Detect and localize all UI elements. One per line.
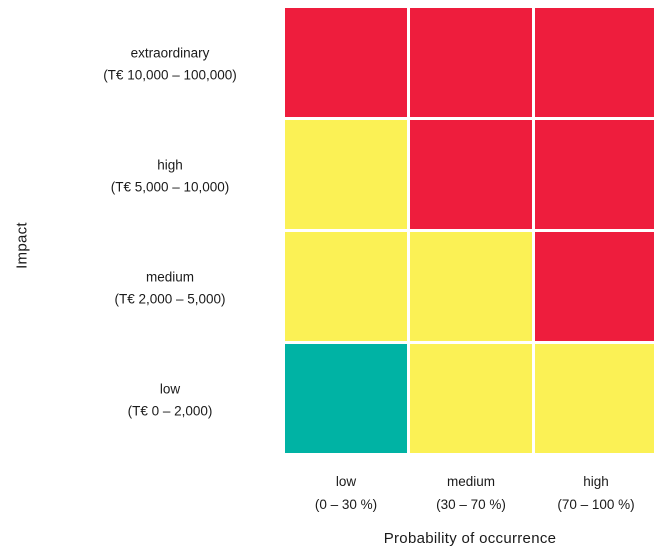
- matrix-cell-green: [285, 344, 407, 453]
- y-tick-range: (T€ 2,000 – 5,000): [114, 292, 225, 307]
- y-tick-label: extraordinary: [131, 46, 210, 61]
- impact-labels: extraordinary (T€ 10,000 – 100,000) high (T…: [103, 46, 237, 419]
- matrix-cell-red: [535, 232, 654, 341]
- matrix-cells: [285, 8, 654, 453]
- probability-labels: low (0 – 30 %) medium (30 – 70 %) high (70 – …: [315, 474, 635, 512]
- matrix-cell-red: [285, 8, 407, 117]
- matrix-cell-red: [410, 8, 532, 117]
- y-tick-label: medium: [146, 270, 194, 285]
- matrix-cell-red: [535, 120, 654, 229]
- x-axis-title: Probability of occurrence: [383, 530, 557, 547]
- matrix-cell-yellow: [285, 232, 407, 341]
- x-tick-range: (70 – 100 %): [557, 497, 634, 512]
- matrix-cell-red: [535, 8, 654, 117]
- matrix-cell-yellow: [410, 232, 532, 341]
- x-tick-range: (0 – 30 %): [315, 497, 377, 512]
- y-axis-title: Impact: [13, 222, 31, 269]
- matrix-cell-yellow: [285, 120, 407, 229]
- matrix-cell-yellow: [410, 344, 532, 453]
- x-tick-label: medium: [447, 474, 495, 489]
- x-tick-range: (30 – 70 %): [436, 497, 506, 512]
- x-tick-label: high: [583, 474, 609, 489]
- y-tick-range: (T€ 10,000 – 100,000): [103, 68, 237, 83]
- y-tick-label: high: [157, 158, 183, 173]
- matrix-cell-red: [410, 120, 532, 229]
- y-tick-range: (T€ 0 – 2,000): [128, 404, 213, 419]
- y-tick-range: (T€ 5,000 – 10,000): [111, 180, 230, 195]
- y-tick-label: low: [160, 382, 181, 397]
- x-tick-label: low: [336, 474, 357, 489]
- matrix-cell-yellow: [535, 344, 654, 453]
